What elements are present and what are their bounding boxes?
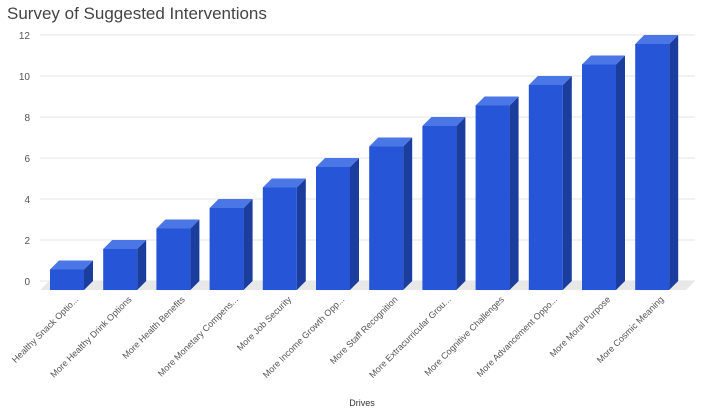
bar [209,208,244,290]
bar [635,44,670,290]
bar-side [456,117,466,290]
y-tick-label: 8 [24,113,30,124]
bar [475,105,510,290]
bar-top [156,219,200,229]
bar-side [403,137,413,290]
bar [262,187,297,290]
bar-top [422,117,466,126]
bar-top [635,35,679,44]
bar [156,228,191,290]
bar-side [84,260,93,290]
bar-side [669,35,679,290]
x-category-label: More Job Security [235,294,294,353]
bar [50,269,84,290]
bar-side [562,76,572,290]
bar-side [137,240,147,290]
bar-side [190,219,200,290]
y-tick-label: 0 [24,277,30,288]
bar-top [262,178,306,188]
bar-top [50,260,93,270]
bar-side [350,158,359,290]
bar-top [475,96,519,106]
bar-top [528,76,572,85]
bar [369,146,404,290]
bar [316,167,350,290]
bar-top [103,240,147,249]
bar-side [296,178,306,290]
bar-top [209,199,253,208]
x-axis-title: Drives [349,398,375,408]
bar [422,126,457,290]
x-axis-categories: Healthy Snack Optio...More Healthy Drink… [10,294,666,380]
y-tick-label: 2 [24,236,30,247]
bars [50,35,679,290]
bar-top [582,55,625,65]
y-tick-label: 4 [24,195,30,206]
y-tick-label: 6 [24,154,30,165]
bar-side [616,55,625,290]
bar-top [369,137,413,147]
bar-side [243,199,253,290]
bar [103,249,138,290]
y-tick-label: 12 [19,31,31,42]
y-axis-ticks: 0 2 4 6 8 10 12 [19,31,31,288]
bar [528,85,563,290]
chart-title: Survey of Suggested Interventions [7,4,267,23]
bar [582,64,616,290]
y-tick-label: 10 [19,72,31,83]
bar-side [509,96,519,290]
bar-top [316,158,359,167]
